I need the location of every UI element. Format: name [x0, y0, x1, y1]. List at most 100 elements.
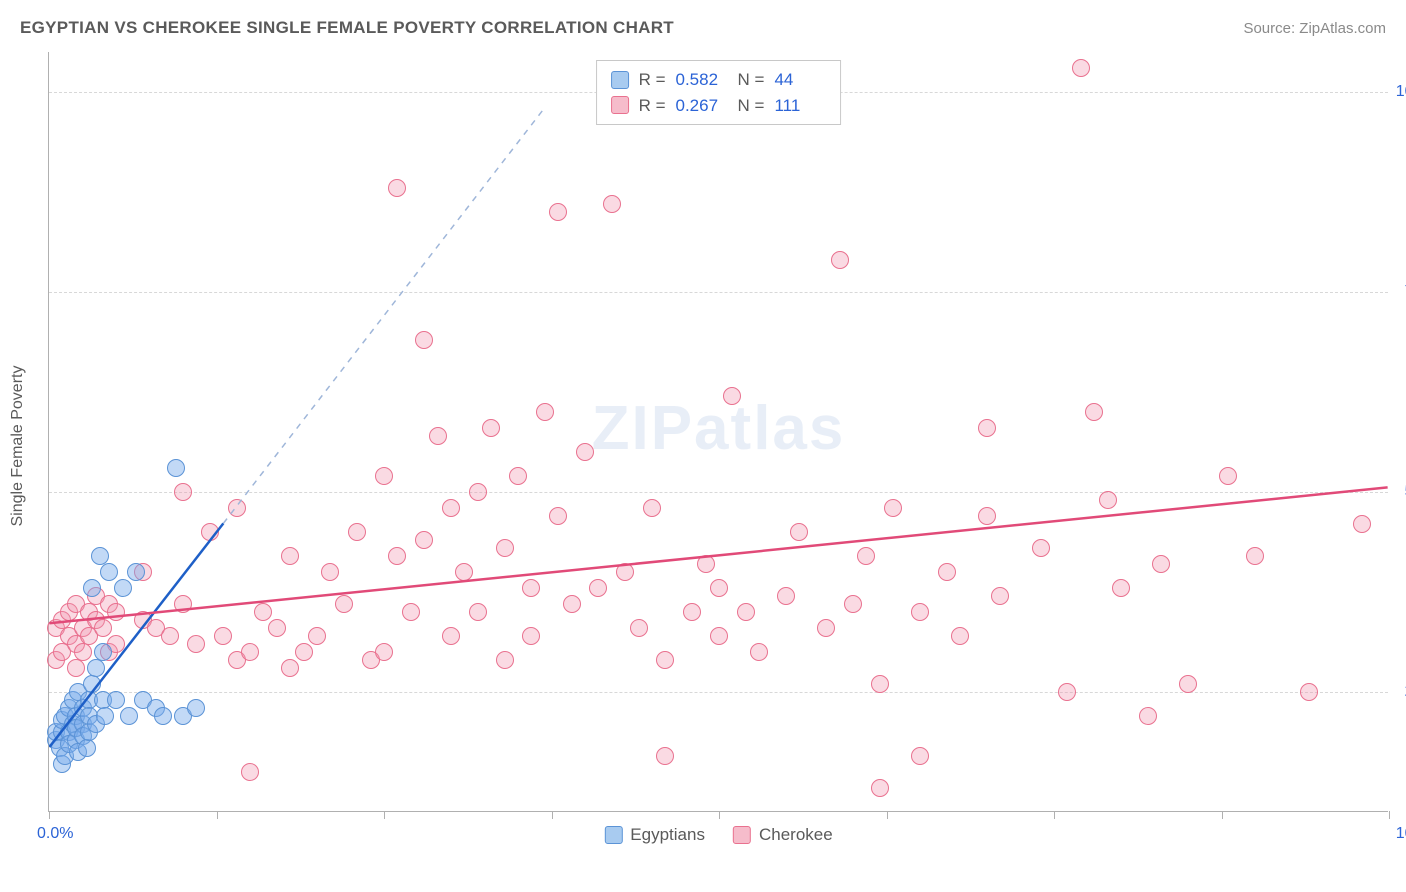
series-legend: Egyptians Cherokee: [604, 825, 832, 845]
x-tick: [719, 811, 720, 819]
stat-n-value-egyptians: 44: [774, 67, 826, 93]
data-point: [455, 563, 473, 581]
data-point: [83, 579, 101, 597]
stat-r-label: R =: [639, 67, 666, 93]
data-point: [656, 651, 674, 669]
data-point: [522, 627, 540, 645]
stat-n-value-cherokee: 111: [774, 93, 826, 119]
x-tick: [49, 811, 50, 819]
legend-swatch-egyptians-icon: [604, 826, 622, 844]
data-point: [167, 459, 185, 477]
data-point: [831, 251, 849, 269]
data-point: [429, 427, 447, 445]
data-point: [482, 419, 500, 437]
data-point: [1246, 547, 1264, 565]
data-point: [1152, 555, 1170, 573]
data-point: [1219, 467, 1237, 485]
data-point: [844, 595, 862, 613]
data-point: [375, 643, 393, 661]
data-point: [100, 563, 118, 581]
data-point: [127, 563, 145, 581]
data-point: [94, 619, 112, 637]
data-point: [442, 627, 460, 645]
data-point: [78, 739, 96, 757]
data-point: [375, 467, 393, 485]
data-point: [321, 563, 339, 581]
data-point: [348, 523, 366, 541]
data-point: [563, 595, 581, 613]
swatch-cherokee-icon: [611, 96, 629, 114]
data-point: [857, 547, 875, 565]
data-point: [228, 499, 246, 517]
data-point: [871, 779, 889, 797]
data-point: [67, 659, 85, 677]
data-point: [978, 419, 996, 437]
data-point: [496, 651, 514, 669]
data-point: [576, 443, 594, 461]
legend-swatch-cherokee-icon: [733, 826, 751, 844]
data-point: [1112, 579, 1130, 597]
data-point: [1058, 683, 1076, 701]
data-point: [616, 563, 634, 581]
scatter-plot: ZIPatlas R = 0.582 N = 44 R = 0.267 N = …: [48, 52, 1388, 812]
data-point: [1072, 59, 1090, 77]
data-point: [174, 483, 192, 501]
data-point: [603, 195, 621, 213]
data-point: [750, 643, 768, 661]
data-point: [469, 603, 487, 621]
data-point: [114, 579, 132, 597]
data-point: [469, 483, 487, 501]
data-point: [120, 707, 138, 725]
data-point: [87, 659, 105, 677]
x-tick: [1054, 811, 1055, 819]
data-point: [388, 179, 406, 197]
y-tick-label: 100.0%: [1396, 83, 1406, 101]
data-point: [281, 659, 299, 677]
stat-r-value-egyptians: 0.582: [676, 67, 728, 93]
y-axis-title: Single Female Poverty: [9, 366, 27, 527]
data-point: [83, 675, 101, 693]
data-point: [697, 555, 715, 573]
data-point: [415, 331, 433, 349]
data-point: [388, 547, 406, 565]
data-point: [978, 507, 996, 525]
data-point: [549, 203, 567, 221]
data-point: [549, 507, 567, 525]
data-point: [496, 539, 514, 557]
data-point: [777, 587, 795, 605]
data-point: [991, 587, 1009, 605]
data-point: [1032, 539, 1050, 557]
data-point: [522, 579, 540, 597]
correlation-stats-box: R = 0.582 N = 44 R = 0.267 N = 111: [596, 60, 842, 125]
data-point: [1099, 491, 1117, 509]
data-point: [938, 563, 956, 581]
data-point: [710, 627, 728, 645]
data-point: [107, 603, 125, 621]
data-point: [442, 499, 460, 517]
data-point: [589, 579, 607, 597]
data-point: [884, 499, 902, 517]
grid-line: [49, 292, 1388, 293]
data-point: [911, 747, 929, 765]
data-point: [174, 595, 192, 613]
chart-source: Source: ZipAtlas.com: [1243, 20, 1386, 37]
data-point: [96, 707, 114, 725]
data-point: [951, 627, 969, 645]
x-tick: [217, 811, 218, 819]
data-point: [154, 707, 172, 725]
data-point: [817, 619, 835, 637]
x-tick: [384, 811, 385, 819]
stat-n-label: N =: [738, 67, 765, 93]
legend-label-egyptians: Egyptians: [630, 825, 705, 845]
data-point: [911, 603, 929, 621]
data-point: [241, 763, 259, 781]
data-point: [723, 387, 741, 405]
stat-n-label: N =: [738, 93, 765, 119]
x-tick: [1222, 811, 1223, 819]
data-point: [871, 675, 889, 693]
data-point: [74, 643, 92, 661]
data-point: [1179, 675, 1197, 693]
data-point: [415, 531, 433, 549]
x-axis-min-label: 0.0%: [37, 825, 73, 843]
data-point: [509, 467, 527, 485]
